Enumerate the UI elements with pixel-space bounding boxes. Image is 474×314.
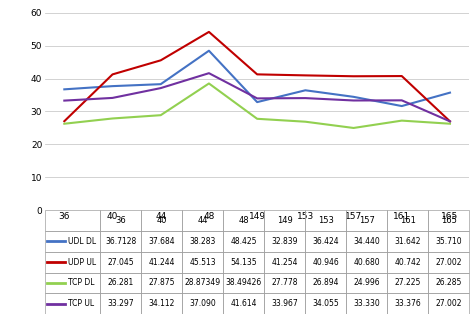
Text: 54.135: 54.135 — [230, 258, 257, 267]
Text: 26.285: 26.285 — [436, 279, 462, 287]
Bar — [182, 273, 223, 293]
Bar — [100, 273, 141, 293]
Bar — [428, 293, 469, 314]
Text: UDL DL: UDL DL — [68, 237, 97, 246]
Text: 157: 157 — [359, 216, 374, 225]
Text: 36: 36 — [115, 216, 126, 225]
Bar — [346, 273, 387, 293]
Text: 27.875: 27.875 — [148, 279, 175, 287]
Text: 40.742: 40.742 — [394, 258, 421, 267]
Bar — [428, 273, 469, 293]
Text: 37.684: 37.684 — [148, 237, 175, 246]
Bar — [264, 273, 305, 293]
Text: 38.283: 38.283 — [190, 237, 216, 246]
Text: 40.680: 40.680 — [354, 258, 380, 267]
Bar — [141, 293, 182, 314]
Text: 27.778: 27.778 — [272, 279, 298, 287]
Bar — [223, 293, 264, 314]
Bar — [387, 231, 428, 252]
Text: 41.614: 41.614 — [230, 299, 257, 308]
Text: 34.055: 34.055 — [312, 299, 339, 308]
Text: 38.49426: 38.49426 — [226, 279, 262, 287]
Bar — [223, 210, 264, 231]
Text: 36.7128: 36.7128 — [105, 237, 137, 246]
Text: 153: 153 — [318, 216, 334, 225]
Text: 28.87349: 28.87349 — [185, 279, 221, 287]
Text: 26.894: 26.894 — [312, 279, 339, 287]
Text: 48.425: 48.425 — [230, 237, 257, 246]
Bar — [264, 231, 305, 252]
Bar — [264, 252, 305, 273]
Bar — [346, 210, 387, 231]
Text: 40.946: 40.946 — [312, 258, 339, 267]
Bar — [182, 231, 223, 252]
Text: 45.513: 45.513 — [190, 258, 216, 267]
Bar — [305, 273, 346, 293]
Text: 27.002: 27.002 — [436, 258, 462, 267]
Bar — [305, 293, 346, 314]
Bar — [305, 231, 346, 252]
Bar — [264, 210, 305, 231]
Text: 41.254: 41.254 — [272, 258, 298, 267]
Bar — [264, 293, 305, 314]
Text: 32.839: 32.839 — [272, 237, 298, 246]
Text: TCP UL: TCP UL — [68, 299, 94, 308]
Bar — [182, 252, 223, 273]
Text: 33.297: 33.297 — [108, 299, 134, 308]
Text: 36.424: 36.424 — [312, 237, 339, 246]
Bar — [100, 252, 141, 273]
Text: 40: 40 — [156, 216, 167, 225]
Text: 34.440: 34.440 — [353, 237, 380, 246]
Text: 165: 165 — [441, 216, 456, 225]
Text: 27.225: 27.225 — [394, 279, 421, 287]
Bar — [387, 210, 428, 231]
Bar — [141, 273, 182, 293]
Bar — [428, 252, 469, 273]
Bar — [182, 210, 223, 231]
Bar — [100, 293, 141, 314]
Text: UDP UL: UDP UL — [68, 258, 97, 267]
Bar — [305, 210, 346, 231]
Bar — [428, 231, 469, 252]
Text: 41.244: 41.244 — [148, 258, 175, 267]
Text: 27.002: 27.002 — [436, 299, 462, 308]
Bar — [387, 293, 428, 314]
Text: 33.376: 33.376 — [394, 299, 421, 308]
Bar — [141, 231, 182, 252]
Bar — [100, 210, 141, 231]
Bar — [223, 231, 264, 252]
Text: 27.045: 27.045 — [108, 258, 134, 267]
Bar — [305, 252, 346, 273]
Text: 161: 161 — [400, 216, 416, 225]
Bar — [141, 252, 182, 273]
Text: 33.330: 33.330 — [353, 299, 380, 308]
Text: 35.710: 35.710 — [436, 237, 462, 246]
Text: 37.090: 37.090 — [189, 299, 216, 308]
Bar — [141, 210, 182, 231]
Text: 149: 149 — [277, 216, 292, 225]
Bar — [100, 231, 141, 252]
Bar — [387, 273, 428, 293]
Text: 31.642: 31.642 — [394, 237, 421, 246]
Text: 33.967: 33.967 — [271, 299, 298, 308]
Text: 24.996: 24.996 — [354, 279, 380, 287]
Text: TCP DL: TCP DL — [68, 279, 95, 287]
Text: 34.112: 34.112 — [148, 299, 175, 308]
Text: 48: 48 — [238, 216, 249, 225]
Bar — [346, 293, 387, 314]
Bar — [223, 273, 264, 293]
Text: 26.281: 26.281 — [108, 279, 134, 287]
Bar — [346, 252, 387, 273]
Text: 44: 44 — [198, 216, 208, 225]
Bar — [182, 293, 223, 314]
Bar — [346, 231, 387, 252]
Bar — [223, 252, 264, 273]
Bar — [428, 210, 469, 231]
Bar — [387, 252, 428, 273]
